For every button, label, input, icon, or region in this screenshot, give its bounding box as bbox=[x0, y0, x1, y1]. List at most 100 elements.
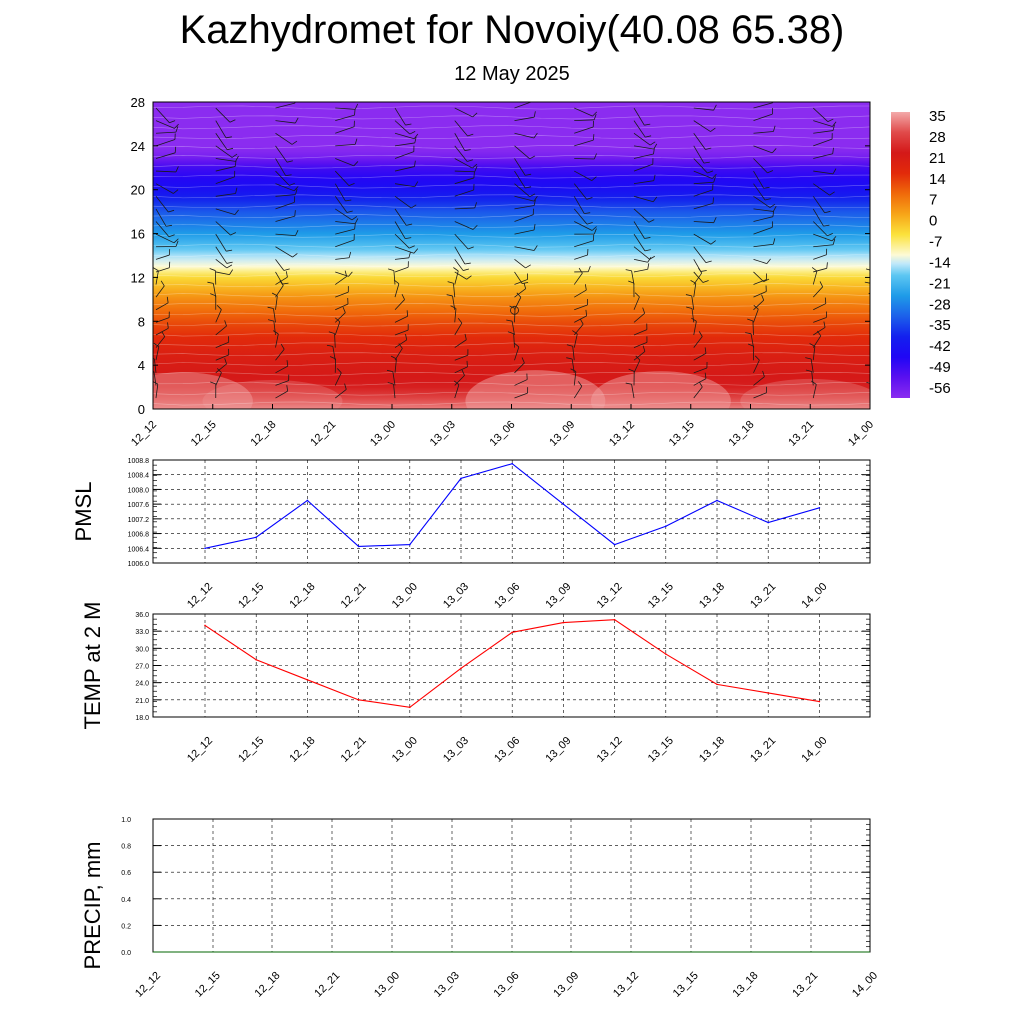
wind-barb-flag bbox=[167, 322, 169, 329]
x-tick-label: 13_09 bbox=[551, 970, 581, 1000]
contour-line bbox=[153, 381, 870, 386]
wind-barb-shaft bbox=[394, 166, 415, 172]
wind-barb-shaft bbox=[812, 107, 829, 122]
wind-barb-shaft bbox=[335, 107, 356, 110]
wind-barb-shaft bbox=[873, 343, 886, 348]
wind-barb-flag bbox=[348, 251, 352, 258]
wind-barb-flag bbox=[773, 125, 776, 132]
wind-barb-shaft bbox=[813, 183, 830, 196]
wind-barb-flag bbox=[713, 104, 717, 111]
wind-barb-flag bbox=[453, 380, 460, 385]
heatmap-field bbox=[153, 102, 870, 409]
data-point bbox=[255, 658, 257, 661]
wind-barb-flag bbox=[409, 245, 415, 249]
x-tick-label: 13_06 bbox=[492, 581, 522, 611]
wind-barb-flag bbox=[506, 319, 513, 322]
wind-barb-shaft bbox=[454, 271, 467, 280]
wind-barb-shaft bbox=[393, 270, 396, 285]
wind-barb-shaft bbox=[873, 222, 887, 237]
data-point bbox=[306, 679, 309, 681]
wind-barb-flag bbox=[283, 268, 290, 271]
wind-barb-flag bbox=[883, 250, 889, 251]
wind-barb-shaft bbox=[574, 289, 587, 298]
plot-frame bbox=[152, 818, 871, 953]
wind-barb-flag bbox=[587, 265, 591, 272]
wind-barb-flag bbox=[210, 381, 216, 385]
wind-barb-shaft bbox=[574, 119, 595, 122]
y-tick-label: 1006.8 bbox=[128, 532, 150, 539]
x-tick-label: 13_21 bbox=[748, 581, 778, 611]
wind-barb-shaft bbox=[571, 358, 575, 373]
wind-barb-shaft bbox=[454, 207, 475, 210]
x-tick-label: 13_15 bbox=[667, 419, 697, 449]
x-tick-label: 13_15 bbox=[646, 581, 676, 611]
wind-barb-flag bbox=[747, 343, 754, 347]
wind-barb-shaft bbox=[693, 246, 707, 263]
wind-barb-shaft bbox=[394, 208, 407, 226]
data-point bbox=[818, 700, 821, 703]
contour-line bbox=[153, 362, 870, 366]
wind-barb-shaft bbox=[574, 139, 594, 147]
wind-barb-flag bbox=[326, 344, 333, 347]
data-point bbox=[665, 653, 667, 655]
colorbar-label: -56 bbox=[929, 380, 951, 397]
contour-line bbox=[153, 145, 870, 149]
x-tick-label: 12_15 bbox=[193, 970, 223, 1000]
wind-barb-shaft bbox=[155, 170, 176, 173]
wind-barb-flag bbox=[827, 118, 834, 123]
wind-barb-shaft bbox=[693, 233, 712, 245]
wind-barb-shaft bbox=[812, 286, 823, 298]
wind-barb-shaft bbox=[693, 181, 714, 185]
contour-line bbox=[153, 352, 870, 357]
wind-barb-shaft bbox=[394, 358, 397, 373]
wind-barb-shaft bbox=[155, 336, 166, 348]
wind-barb-flag bbox=[831, 236, 837, 242]
x-tick-label: 13_09 bbox=[547, 419, 577, 449]
wind-barb-shaft bbox=[753, 131, 774, 134]
y-tick-label: 1008.8 bbox=[128, 458, 150, 465]
wind-barb-shaft bbox=[813, 170, 834, 175]
wind-barb-flag bbox=[516, 292, 522, 298]
wind-barb-flag bbox=[703, 161, 710, 164]
wind-barb-flag bbox=[645, 135, 652, 138]
wind-barb-shaft bbox=[631, 384, 635, 399]
wind-barb-shaft bbox=[275, 348, 285, 361]
wind-barbs bbox=[153, 102, 892, 399]
wind-barb-flag bbox=[883, 321, 884, 327]
y-tick-label: 0.2 bbox=[121, 923, 131, 930]
wind-barb-shaft bbox=[633, 351, 646, 361]
y-tick-label: 4 bbox=[138, 358, 145, 373]
wind-barb-flag bbox=[414, 181, 419, 187]
wind-barb-shaft bbox=[753, 359, 760, 373]
x-tick-label: 13_12 bbox=[607, 419, 637, 449]
wind-barb-shaft bbox=[873, 177, 892, 183]
x-tick-label: 12_12 bbox=[185, 581, 215, 611]
wind-barb-shaft bbox=[393, 384, 396, 399]
x-tick-label: 12_12 bbox=[133, 970, 163, 1000]
wind-barb-shaft bbox=[275, 183, 295, 192]
wind-barb-shaft bbox=[873, 272, 887, 273]
wind-barb-flag bbox=[584, 284, 587, 291]
contour-line bbox=[153, 194, 870, 199]
x-tick-label: 13_15 bbox=[646, 735, 676, 765]
wind-barb-flag bbox=[354, 223, 356, 230]
wind-barb-flag bbox=[772, 205, 777, 212]
wind-barb-shaft bbox=[633, 296, 640, 310]
wind-barb-flag bbox=[405, 333, 408, 341]
wind-barb-shaft bbox=[693, 283, 697, 298]
wind-barb-flag bbox=[881, 357, 883, 362]
wind-barb-shaft bbox=[454, 322, 463, 336]
colorbar-label: -21 bbox=[929, 275, 951, 292]
wind-barb-shaft bbox=[454, 375, 465, 386]
wind-barb-flag bbox=[225, 136, 232, 139]
wind-barb-shaft bbox=[633, 208, 650, 223]
wind-barb-shaft bbox=[275, 295, 278, 310]
y-tick-label: 1008.0 bbox=[128, 487, 150, 494]
wind-barb-shaft bbox=[573, 371, 577, 386]
wind-barb-shaft bbox=[574, 107, 593, 117]
wind-barb-flag bbox=[466, 275, 472, 280]
wind-barb-flag bbox=[691, 317, 697, 322]
wind-barb-flag bbox=[772, 210, 775, 217]
wind-barb-shaft bbox=[873, 372, 877, 385]
wind-barb-shaft bbox=[334, 312, 346, 323]
